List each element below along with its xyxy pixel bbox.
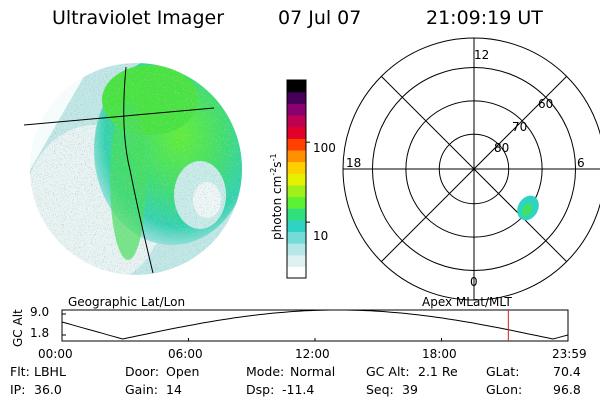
mode-label: Mode: bbox=[246, 364, 285, 379]
altitude-curve bbox=[61, 309, 569, 340]
colorbar-segment bbox=[287, 114, 306, 128]
polar-plot bbox=[342, 37, 600, 301]
colorbar-segment bbox=[287, 266, 306, 279]
colorbar-segment bbox=[287, 91, 306, 104]
timeline-ytick-bottom: 1.8 bbox=[30, 326, 50, 340]
colorbar-tick-100: 100 bbox=[313, 141, 336, 155]
mlt-label-18: 18 bbox=[346, 156, 362, 170]
colorbar-segment bbox=[287, 254, 306, 267]
ip-label: IP: bbox=[10, 382, 26, 397]
colorbar-segment bbox=[287, 149, 306, 163]
seq-label: Seq: bbox=[366, 382, 394, 397]
colorbar-segment bbox=[287, 243, 306, 256]
mlt-label-12: 12 bbox=[474, 48, 490, 62]
colorbar-segment bbox=[287, 219, 306, 233]
timeline-xtick-2359: 23:59 bbox=[552, 347, 587, 361]
colorbar-segment bbox=[287, 138, 306, 151]
colorbar-segment bbox=[287, 184, 306, 198]
colorbar-segment bbox=[287, 208, 306, 221]
colorbar-tick-10: 10 bbox=[313, 229, 329, 243]
glat-value: 70.4 bbox=[553, 364, 581, 379]
colorbar-segment bbox=[287, 173, 306, 186]
door-label: Door: bbox=[125, 364, 160, 379]
timeline-xtick-1800: 18:00 bbox=[422, 347, 457, 361]
lat-label-80: 80 bbox=[494, 141, 510, 155]
timeline-plot bbox=[61, 309, 569, 342]
colorbar bbox=[286, 79, 310, 279]
glon-value: 96.8 bbox=[553, 382, 581, 397]
gain-label: Gain: bbox=[125, 382, 158, 397]
mode-value: Normal bbox=[290, 364, 336, 379]
colorbar-frame bbox=[286, 79, 307, 279]
timeline-frame bbox=[61, 309, 569, 342]
glon-label: GLon: bbox=[486, 382, 523, 397]
uv-earth-image bbox=[30, 63, 242, 275]
flt-value: LBHL bbox=[34, 364, 66, 379]
ip-value: 36.0 bbox=[34, 382, 62, 397]
earth-grid-lines bbox=[23, 66, 215, 274]
lat-label-70: 70 bbox=[512, 120, 528, 134]
seq-value: 39 bbox=[402, 382, 418, 397]
gc-alt-label: GC Alt: bbox=[366, 364, 410, 379]
flt-label: Flt: bbox=[10, 364, 30, 379]
observation-date: 07 Jul 07 bbox=[278, 7, 362, 29]
aurora-blob-core bbox=[521, 203, 533, 217]
polar-diagonal-2 bbox=[381, 76, 567, 262]
colorbar-segment bbox=[287, 103, 306, 116]
colorbar-units-label: photon cm-2s-1 bbox=[269, 153, 284, 240]
mlt-label-0: 0 bbox=[470, 275, 478, 289]
gain-value: 14 bbox=[166, 382, 182, 397]
timeline-ytick-top: 9.0 bbox=[30, 305, 50, 319]
door-value: Open bbox=[166, 364, 200, 379]
lat-label-60: 60 bbox=[538, 97, 554, 111]
colorbar-segment bbox=[287, 196, 306, 209]
instrument-title: Ultraviolet Imager bbox=[52, 7, 225, 29]
timeline-right-title: Apex MLat/MLT bbox=[422, 295, 512, 309]
timeline-y-axis-label: GC Alt bbox=[11, 309, 25, 347]
dsp-value: -11.4 bbox=[282, 382, 315, 397]
timeline-xtick-1200: 12:00 bbox=[295, 347, 330, 361]
colorbar-segment bbox=[287, 231, 306, 244]
observation-time: 21:09:19 UT bbox=[426, 7, 543, 29]
colorbar-segment bbox=[287, 161, 306, 174]
gc-alt-value: 2.1 Re bbox=[418, 364, 458, 379]
colorbar-segment bbox=[287, 80, 306, 93]
colorbar-segment bbox=[287, 126, 306, 139]
timeline-xtick-0600: 06:00 bbox=[168, 347, 203, 361]
dsp-label: Dsp: bbox=[246, 382, 275, 397]
glat-label: GLat: bbox=[486, 364, 520, 379]
timeline-left-title: Geographic Lat/Lon bbox=[68, 295, 186, 309]
timeline-xtick-0000: 00:00 bbox=[38, 347, 73, 361]
mlt-label-6: 6 bbox=[577, 156, 585, 170]
